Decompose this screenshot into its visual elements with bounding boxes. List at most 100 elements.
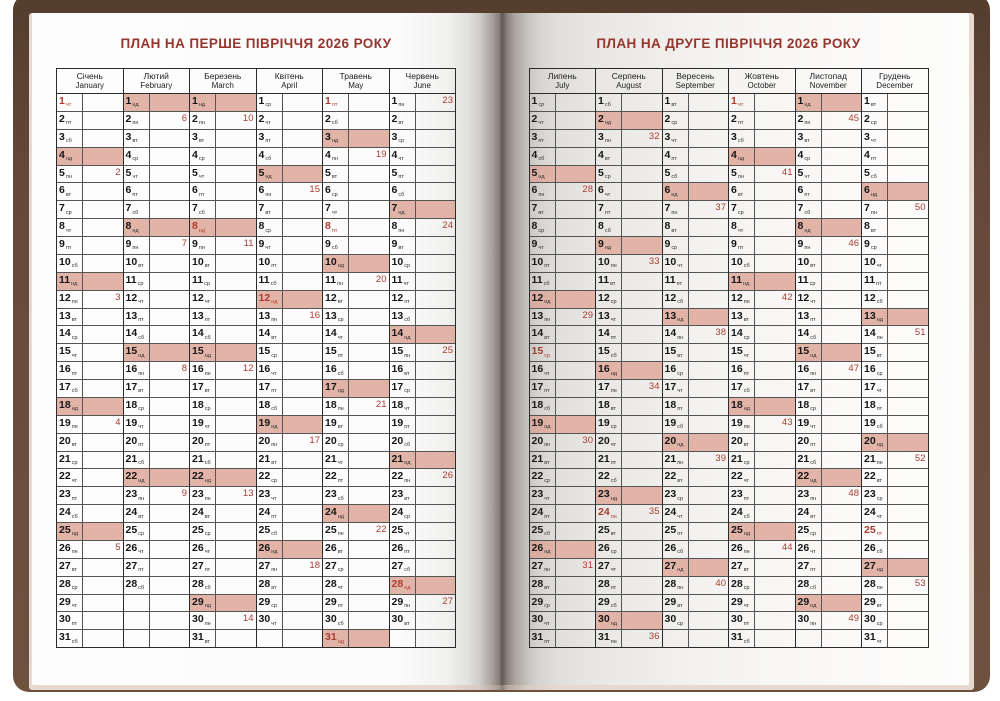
- day-number-cell: 3 пн: [596, 129, 622, 147]
- weekday-label: вт: [398, 120, 404, 127]
- day-number: 28: [125, 577, 138, 590]
- day-number-cell: 9 чт: [257, 237, 283, 254]
- writing-area: [416, 416, 456, 433]
- weekday-label: чт: [876, 638, 883, 645]
- day-number-cell: 3 сб: [729, 129, 755, 147]
- day-row: 24 вт: [795, 505, 861, 523]
- writing-area: [150, 273, 190, 290]
- month-name-uk: Жовтень: [744, 71, 779, 81]
- day-number-cell: 29 нд: [190, 594, 216, 612]
- writing-area: [83, 255, 123, 272]
- writing-area: 17: [283, 434, 323, 451]
- day-number-cell: 21 нд: [389, 451, 416, 469]
- week-number: 40: [715, 577, 726, 589]
- day-number: 29: [598, 595, 610, 608]
- day-number-cell: 26 нд: [529, 540, 556, 558]
- day-number: 29: [325, 595, 337, 608]
- weekday-label: нд: [404, 459, 411, 466]
- writing-area: 47: [822, 362, 862, 379]
- day-number: 5: [391, 166, 398, 179]
- day-number: 25: [531, 524, 544, 536]
- weekday-label: ср: [743, 334, 750, 341]
- writing-area: [689, 237, 729, 254]
- weekday-label: нд: [132, 227, 139, 234]
- day-number: 18: [125, 398, 138, 411]
- writing-area: [216, 291, 256, 308]
- day-number-cell: 5 вт: [323, 165, 349, 183]
- weekday-label: ср: [271, 477, 277, 484]
- weekday-label: чт: [538, 120, 544, 127]
- weekday-label: вт: [271, 459, 277, 466]
- day-number-cell: 29 сб: [596, 594, 622, 612]
- weekday-label: вт: [138, 513, 144, 520]
- day-number: 22: [531, 470, 544, 483]
- day-row: 19 нд: [529, 415, 595, 434]
- day-number: 8: [797, 220, 804, 233]
- day-row: 26 нд: [529, 540, 595, 559]
- day-number: 16: [731, 363, 743, 376]
- day-number-cell: 14 вт: [257, 326, 283, 344]
- weekday-label: вт: [138, 263, 144, 270]
- day-row: 17 пн 34: [596, 380, 662, 398]
- day-number: 16: [192, 363, 204, 376]
- day-number-cell: [663, 630, 689, 648]
- writing-area: [216, 541, 256, 558]
- weekday-label: чт: [610, 316, 617, 323]
- day-number-cell: 20 вт: [729, 433, 755, 451]
- day-number: 20: [325, 434, 337, 447]
- day-number-cell: 2 чт: [530, 111, 556, 129]
- day-number-cell: 29 ср: [530, 594, 556, 612]
- day-number: 13: [192, 309, 204, 322]
- weekday-label: нд: [198, 227, 206, 234]
- day-number-cell: 9 сб: [323, 237, 349, 254]
- day-number-cell: 12 сб: [663, 290, 689, 308]
- day-row: 28 сб: [795, 576, 861, 595]
- day-row: 3 чт: [662, 129, 728, 148]
- writing-area: [416, 148, 456, 165]
- weekday-label: нд: [337, 388, 344, 395]
- day-number-cell: 22 вт: [663, 469, 689, 487]
- day-number-cell: 11 нд: [729, 272, 755, 290]
- day-row: 27 пт: [123, 558, 189, 577]
- writing-area: 13: [216, 487, 256, 504]
- day-number: 26: [59, 541, 71, 554]
- day-number-cell: 22 нд: [795, 469, 822, 487]
- day-number: 19: [864, 416, 876, 429]
- day-row: 30 ср: [662, 612, 729, 631]
- day-row: 23 ср: [662, 487, 728, 506]
- day-number-cell: 9 чт: [530, 237, 556, 254]
- day-row: 17 вт: [123, 380, 189, 398]
- day-row: [390, 630, 456, 648]
- day-row: 14 ср: [57, 326, 123, 345]
- writing-area: [755, 630, 795, 647]
- day-number-cell: 14 сб: [796, 326, 822, 344]
- day-number: 16: [325, 363, 337, 376]
- writing-area: [689, 112, 729, 129]
- day-number-cell: 23 вт: [390, 487, 416, 505]
- day-number: 19: [664, 416, 677, 429]
- day-number-cell: 26 чт: [124, 540, 150, 558]
- writing-area: [556, 94, 596, 111]
- day-number: 15: [325, 345, 337, 358]
- weekday-label: сб: [71, 388, 78, 395]
- month-header: Серпень August: [596, 69, 662, 94]
- writing-area: [416, 487, 456, 504]
- writing-area: [622, 612, 662, 630]
- month-column: Травень May 1 пт 2 сб 3 нд 4 пн 19 5 вт 6 ср 7 чт 8 пт 9 сб 1…: [323, 69, 390, 648]
- writing-area: [282, 415, 322, 433]
- writing-area: [283, 505, 323, 522]
- day-number: 15: [531, 345, 544, 358]
- writing-area: [755, 577, 795, 594]
- week-number: 6: [181, 112, 187, 124]
- weekday-label: ср: [331, 191, 338, 198]
- weekday-label: пн: [398, 102, 405, 109]
- writing-area: [689, 612, 729, 629]
- day-number: 6: [59, 184, 65, 197]
- writing-area: [283, 219, 323, 236]
- day-row: [124, 630, 190, 648]
- day-number-cell: 6 пн: [530, 183, 556, 201]
- weekday-label: чт: [610, 567, 617, 574]
- weekday-label: ср: [743, 585, 750, 591]
- writing-area: [416, 523, 456, 540]
- day-number: 26: [125, 541, 138, 554]
